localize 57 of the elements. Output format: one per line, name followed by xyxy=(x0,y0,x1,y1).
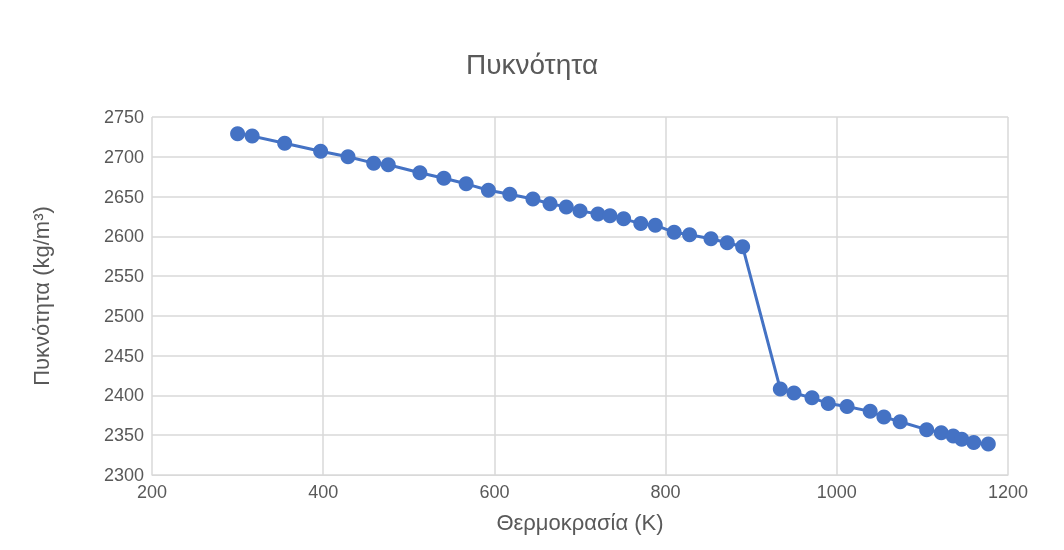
x-tick-label: 200 xyxy=(136,482,168,502)
point xyxy=(380,157,396,173)
point xyxy=(366,155,382,171)
x-tick-label: 800 xyxy=(650,482,681,502)
point xyxy=(954,431,970,447)
point xyxy=(633,216,649,232)
point xyxy=(525,191,541,207)
y-tick-label: 2450 xyxy=(103,345,144,366)
chart-title: Πυκνότητα xyxy=(465,48,599,80)
x-tick-label: 1200 xyxy=(987,482,1029,502)
y-tick-label: 2650 xyxy=(103,186,144,207)
point xyxy=(820,395,836,411)
point xyxy=(966,434,982,450)
y-tick-label: 2600 xyxy=(103,226,144,247)
x-tick-label: 1000 xyxy=(816,482,857,502)
y-tick-label: 2700 xyxy=(103,146,144,167)
point xyxy=(804,390,820,406)
y-tick-label: 2350 xyxy=(103,425,144,446)
y-tick-label: 2300 xyxy=(103,465,144,485)
point xyxy=(230,126,246,142)
point xyxy=(666,224,682,240)
point xyxy=(892,414,908,430)
point xyxy=(542,196,558,212)
point xyxy=(772,381,788,397)
point xyxy=(277,135,293,151)
point xyxy=(602,208,618,224)
point xyxy=(647,217,663,233)
point xyxy=(572,203,588,219)
point xyxy=(458,176,474,192)
point xyxy=(919,422,935,438)
point xyxy=(933,425,949,441)
point xyxy=(616,211,632,227)
y-tick-label: 2550 xyxy=(103,266,144,287)
x-tick-label: 400 xyxy=(308,482,339,502)
point xyxy=(558,199,574,215)
point xyxy=(980,436,996,452)
point xyxy=(412,165,428,181)
point xyxy=(876,409,892,425)
point xyxy=(786,385,802,401)
point xyxy=(502,186,518,202)
x-axis-title: Θερμοκρασία (K) xyxy=(496,509,664,535)
point xyxy=(703,231,719,247)
point xyxy=(313,143,329,159)
point xyxy=(719,235,735,251)
point xyxy=(839,399,855,415)
y-axis-title: Πυκνότητα (kg/m³) xyxy=(28,206,54,386)
point xyxy=(735,239,751,255)
y-tick-label: 2400 xyxy=(103,385,144,406)
point xyxy=(436,170,452,186)
point xyxy=(480,182,496,198)
point xyxy=(244,128,260,144)
point xyxy=(862,403,878,419)
point xyxy=(682,227,698,243)
y-tick-label: 2750 xyxy=(103,107,144,127)
point xyxy=(340,149,356,165)
x-tick-label: 600 xyxy=(479,482,510,502)
y-tick-label: 2500 xyxy=(103,305,144,326)
